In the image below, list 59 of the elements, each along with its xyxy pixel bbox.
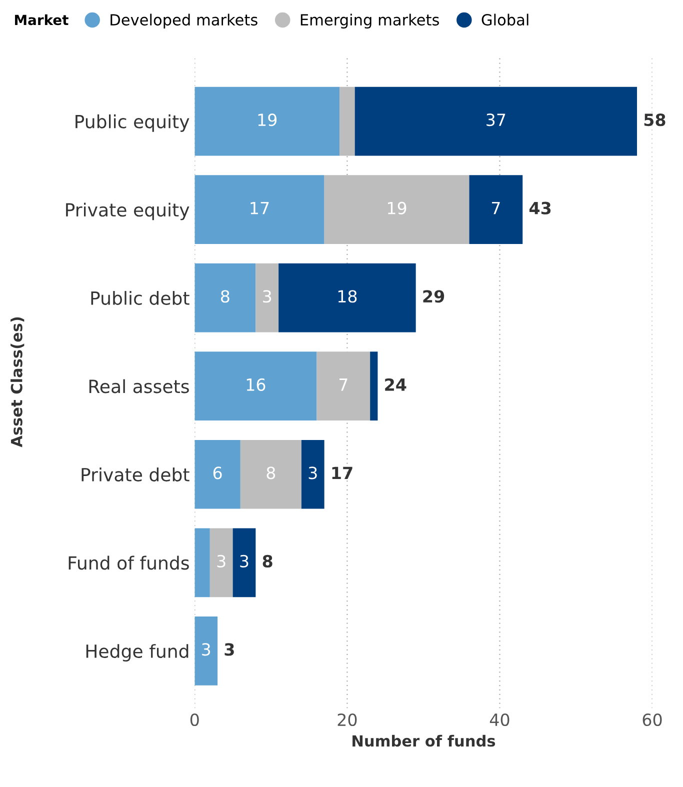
bar: [194, 528, 210, 598]
bar: [469, 175, 523, 244]
data-label: 3: [308, 466, 317, 480]
y-tick-label: Real assets: [89, 379, 189, 394]
y-tick-label: Private equity: [66, 202, 190, 220]
bar: [240, 440, 302, 509]
x-tick-label: 20: [338, 713, 357, 726]
data-label: 8: [266, 466, 276, 480]
x-tick-label: 40: [490, 713, 510, 726]
total-label: 8: [262, 554, 272, 568]
total-label: 3: [224, 643, 234, 656]
bar: [194, 440, 240, 509]
y-tick-label: Fund of funds: [68, 556, 189, 570]
data-label: 16: [246, 378, 266, 391]
bar: [278, 263, 416, 332]
bar: [256, 263, 279, 332]
bar: [194, 175, 324, 244]
legend-label: Developed markets: [110, 14, 258, 29]
x-tick-label: 0: [190, 713, 199, 726]
data-label: 19: [388, 202, 406, 214]
data-label: 8: [220, 290, 230, 303]
x-tick-label: 60: [642, 713, 662, 726]
bar: [194, 616, 218, 686]
legend-title: Market: [15, 14, 68, 26]
bar: [194, 86, 340, 156]
data-label: 7: [492, 202, 500, 214]
bar: [324, 175, 470, 244]
data-label: 17: [250, 202, 269, 214]
total-label: 24: [385, 378, 406, 391]
bar: [194, 263, 256, 332]
data-label: 19: [258, 114, 277, 126]
y-tick-label: Private debt: [82, 468, 190, 482]
bar: [210, 528, 233, 598]
y-tick-label: Public equity: [76, 114, 190, 132]
total-label: 58: [644, 114, 666, 126]
bar: [370, 352, 378, 421]
x-axis-title: Number of funds: [352, 734, 496, 747]
bar: [340, 86, 355, 156]
legend-label: Global: [482, 14, 528, 26]
y-tick-label: Public debt: [91, 290, 190, 305]
bar: [301, 440, 324, 509]
total-label: 29: [423, 290, 444, 303]
data-label: 6: [213, 466, 222, 480]
bar: [354, 86, 638, 156]
data-label: 37: [486, 114, 506, 126]
data-label: 3: [217, 554, 226, 568]
data-label: 7: [339, 378, 348, 391]
total-label: 17: [332, 466, 352, 479]
total-label: 43: [529, 202, 551, 214]
bar: [194, 352, 317, 421]
y-tick-label: Hedge fund: [86, 644, 188, 662]
bar: [316, 352, 370, 421]
legend-label: Emerging markets: [300, 14, 439, 29]
data-label: 18: [338, 290, 357, 303]
data-label: 3: [263, 290, 272, 303]
y-axis-title: Asset Class(es): [10, 317, 24, 448]
data-label: 3: [202, 643, 210, 656]
bar: [232, 528, 256, 598]
data-label: 3: [240, 554, 248, 568]
